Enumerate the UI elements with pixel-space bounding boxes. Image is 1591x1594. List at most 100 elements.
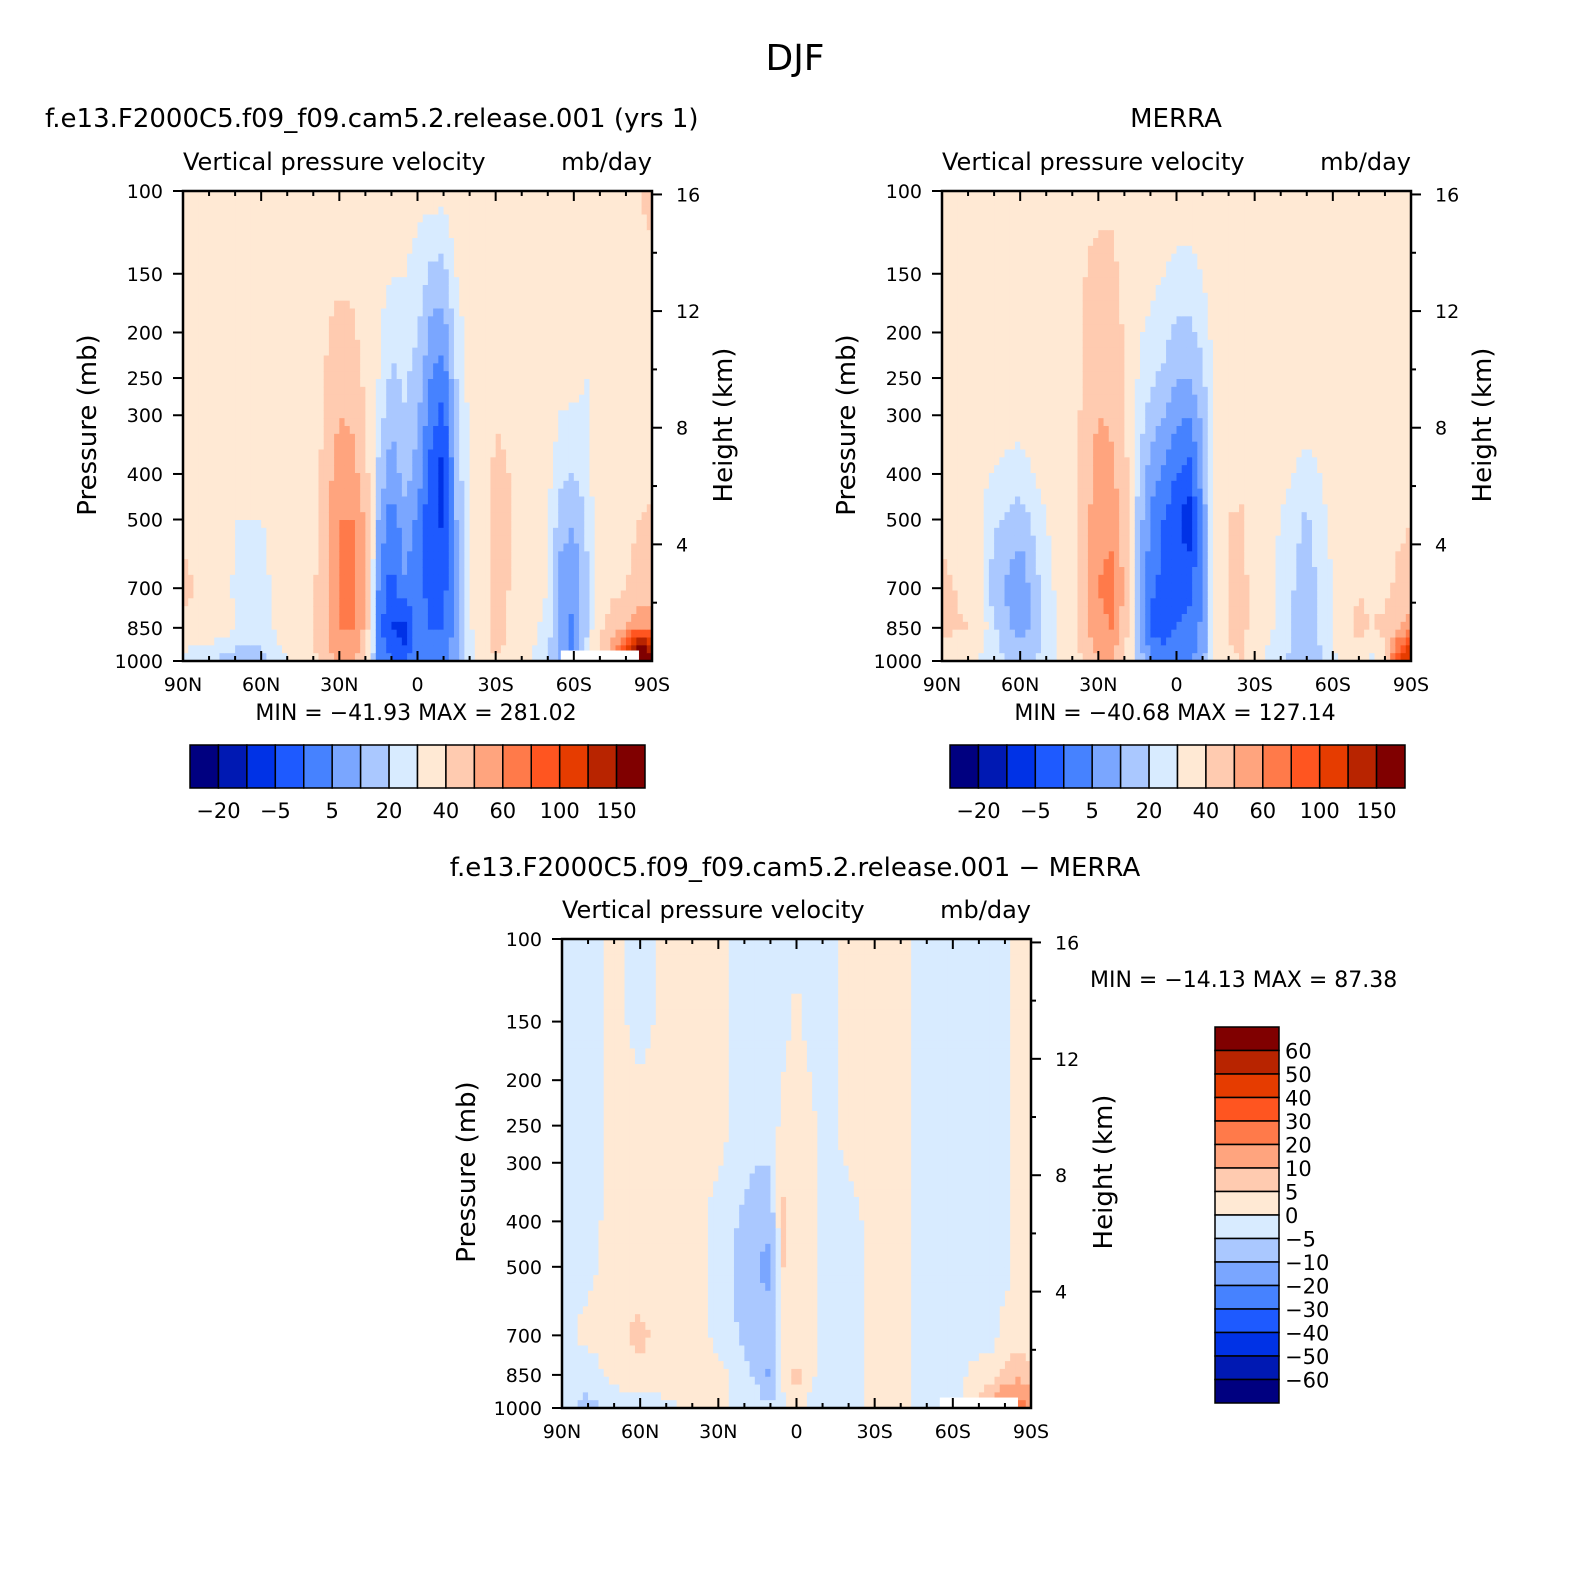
field-cell [599,230,606,239]
field-cell [459,191,465,200]
field-cell [537,191,544,200]
field-cell [302,371,309,380]
field-cell [500,339,507,349]
field-cell [365,598,372,607]
field-cell [302,527,309,537]
field-cell [370,198,377,208]
field-cell [297,504,304,513]
field-cell [568,426,575,435]
field-cell [250,582,257,592]
field-cell [563,402,570,411]
field-cell [308,245,314,255]
field-cell [422,457,429,466]
field-cell [240,473,247,482]
field-cell [605,441,611,451]
field-cell [511,496,518,505]
field-cell [469,347,476,357]
field-cell [552,551,559,560]
field-cell [354,238,361,247]
field-cell [313,394,320,404]
field-cell [276,363,283,372]
field-cell [469,308,476,317]
field-cell [245,527,252,537]
field-cell [391,574,398,584]
field-cell [568,198,575,208]
field-cell [255,316,262,325]
field-cell [344,653,351,662]
field-cell [558,567,565,576]
field-cell [276,198,283,208]
field-cell [224,410,231,419]
field-cell [240,582,247,592]
field-cell [250,191,257,200]
field-cell [297,355,304,364]
field-cell [297,332,304,341]
field-cell [287,598,294,607]
field-cell [271,245,278,255]
field-cell [401,363,408,372]
field-cell [433,520,439,529]
field-cell [276,504,283,513]
field-cell [594,567,601,576]
field-cell [323,559,330,568]
field-cell [261,394,267,404]
field-cell [511,606,518,615]
field-cell [438,261,445,270]
field-cell [573,308,580,317]
field-cell [464,261,471,270]
field-cell [495,324,502,333]
field-cell [334,645,340,654]
field-cell [453,551,460,560]
field-cell [255,496,262,505]
field-cell [365,285,372,294]
field-cell [480,457,486,466]
field-cell [599,574,606,584]
field-cell [266,598,273,607]
field-cell [240,394,247,404]
field-cell [605,449,611,458]
field-cell [391,191,398,200]
field-cell [469,582,476,592]
field-cell [438,245,445,255]
field-cell [240,347,247,357]
field-cell [339,222,346,231]
field-cell [396,606,403,615]
field-cell [339,339,346,349]
field-cell [276,402,283,411]
field-cell [401,253,408,263]
field-cell [605,332,611,341]
field-cell [219,410,226,419]
field-cell [500,191,507,200]
field-cell [349,206,356,216]
field-cell [375,480,382,490]
field-cell [573,269,580,278]
field-cell [318,379,325,388]
field-cell [328,332,335,341]
field-cell [349,214,356,223]
field-cell [516,347,523,357]
field-cell [474,198,481,208]
field-cell [203,433,210,443]
field-cell [615,253,622,263]
field-cell [485,496,492,505]
field-cell [579,332,585,341]
field-cell [506,465,512,474]
field-cell [292,308,299,317]
field-cell [276,324,283,333]
field-cell [193,285,200,294]
field-cell [302,402,309,411]
field-cell [188,277,195,286]
field-cell [542,457,549,466]
field-cell [568,520,575,529]
field-cell [229,339,236,349]
field-cell [276,230,283,239]
field-cell [386,496,393,505]
field-cell [308,269,314,278]
field-cell [323,574,330,584]
field-cell [547,394,554,404]
field-cell [552,261,559,270]
field-cell [495,316,502,325]
field-cell [245,496,252,505]
field-cell [381,222,387,231]
field-cell [558,629,565,639]
